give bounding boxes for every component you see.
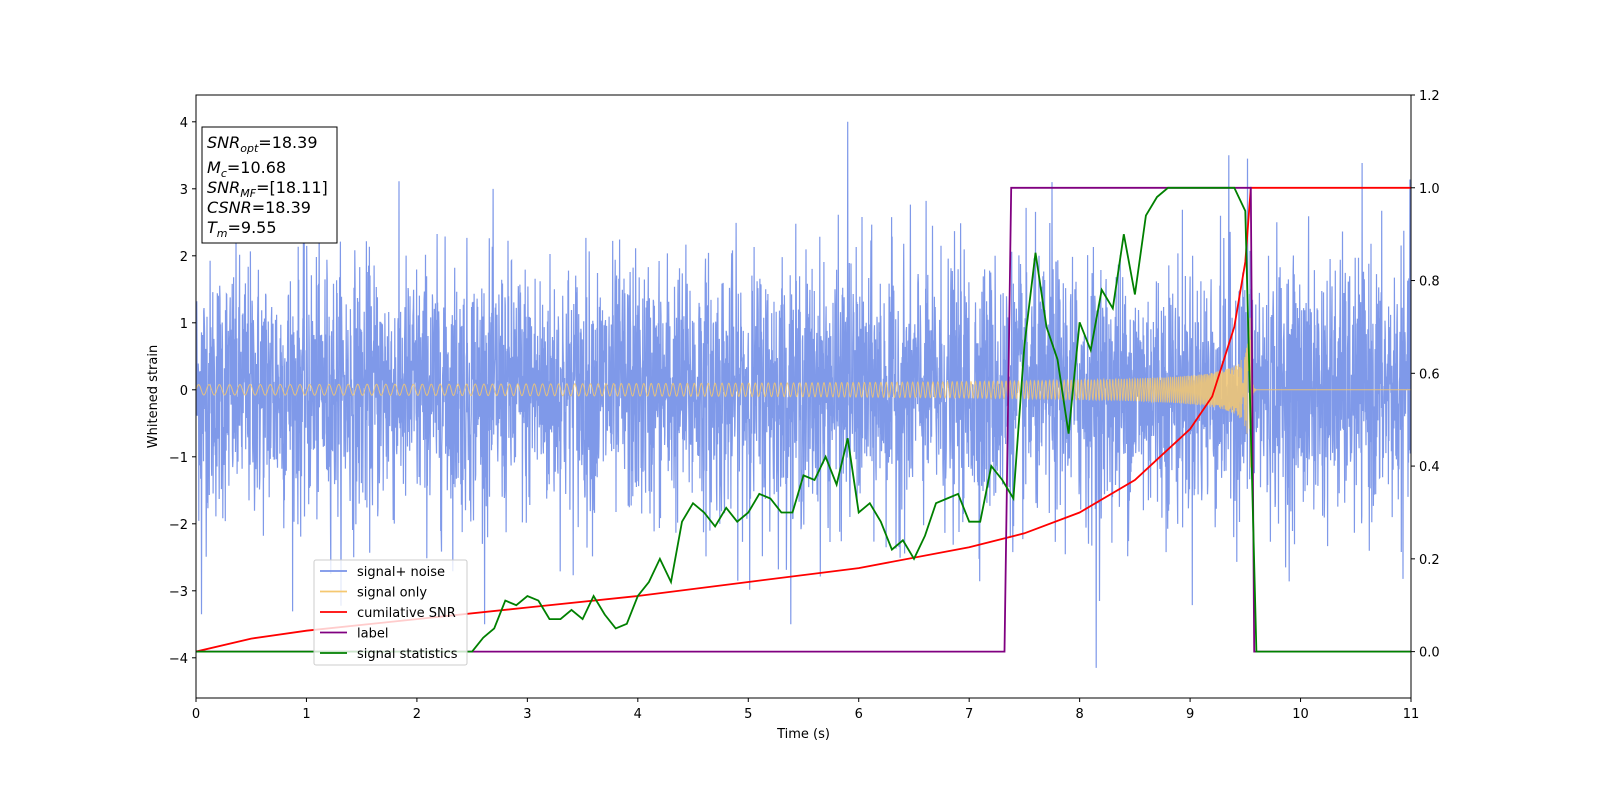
legend-item-cumulative-snr: cumilative SNR [320, 606, 456, 621]
legend-label: signal statistics [357, 647, 458, 662]
y2-tick-label: 0.4 [1419, 460, 1440, 475]
x-tick-label: 2 [413, 707, 421, 722]
x-tick-label: 5 [744, 707, 752, 722]
plot-area [196, 121, 1411, 668]
annotation-mc: Mc=10.68 [207, 158, 286, 180]
y-tick-label: 2 [180, 250, 188, 265]
series-signal-statistics-line [196, 186, 1411, 653]
y2-tick-label: 0.0 [1419, 646, 1440, 661]
x-tick-label: 0 [192, 707, 200, 722]
y2-tick-label: 1.0 [1419, 182, 1440, 197]
plot-frame [195, 94, 1412, 699]
x-tick-label: 3 [523, 707, 531, 722]
x-tick-label: 11 [1403, 707, 1420, 722]
legend-item-signal-noise: signal+ noise [320, 565, 445, 580]
legend-item-signal-only: signal only [320, 586, 427, 601]
series-signal-only-line [196, 317, 1411, 468]
x-tick-label: 10 [1292, 707, 1309, 722]
x-tick-label: 1 [302, 707, 310, 722]
annotation-snr-opt: SNRopt=18.39 [207, 133, 318, 155]
annotation-tm: Tm=9.55 [207, 218, 277, 240]
y-tick-label: 4 [180, 116, 188, 131]
legend-item-label: label [320, 627, 388, 642]
annotation-csnr: CSNR=18.39 [207, 198, 311, 217]
x-axis: 0 1 2 3 4 5 6 7 8 9 10 11 [192, 698, 1419, 722]
y2-tick-label: 1.2 [1419, 89, 1440, 104]
y-axis-left: −4 −3 −2 −1 0 1 2 3 4 [169, 116, 196, 667]
y-tick-label: −2 [169, 518, 188, 533]
x-tick-label: 4 [634, 707, 642, 722]
y2-tick-label: 0.2 [1419, 553, 1440, 568]
legend-label: cumilative SNR [357, 606, 456, 621]
legend: signal+ noise signal only cumilative SNR la… [313, 559, 468, 666]
series-signal-noise-line [196, 121, 1411, 668]
annotation-box: SNRopt=18.39 Mc=10.68 SNRMF=[18.11] CSNR… [201, 126, 338, 244]
y-tick-label: −4 [169, 652, 188, 667]
y2-tick-label: 0.8 [1419, 275, 1440, 290]
legend-label: label [357, 627, 388, 642]
legend-label: signal+ noise [357, 565, 445, 580]
x-tick-label: 8 [1075, 707, 1083, 722]
legend-label: signal only [357, 586, 427, 601]
y-tick-label: −3 [169, 585, 188, 600]
y-tick-label: 0 [180, 384, 188, 399]
y-axis-right: 0.0 0.2 0.4 0.6 0.8 1.0 1.2 [1411, 89, 1440, 661]
y-tick-label: 1 [180, 317, 188, 332]
x-tick-label: 6 [855, 707, 863, 722]
x-tick-label: 9 [1186, 707, 1194, 722]
annotation-snr-mf: SNRMF=[18.11] [207, 178, 328, 200]
legend-item-signal-statistics: signal statistics [320, 647, 458, 662]
y-tick-label: 3 [180, 183, 188, 198]
x-tick-label: 7 [965, 707, 973, 722]
y-tick-label: −1 [169, 451, 188, 466]
x-axis-label: Time (s) [776, 727, 830, 742]
y2-tick-label: 0.6 [1419, 367, 1440, 382]
y-axis-label: Whitened strain [146, 345, 161, 448]
